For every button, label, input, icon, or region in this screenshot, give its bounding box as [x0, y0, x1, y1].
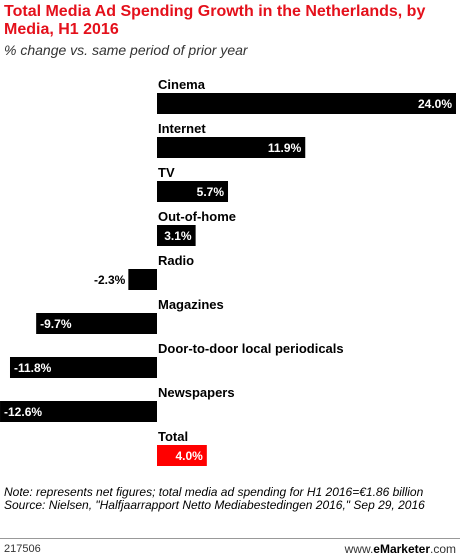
category-label-internet: Internet — [158, 121, 206, 136]
bar-internet — [157, 137, 306, 158]
category-label-newspapers: Newspapers — [158, 385, 235, 400]
category-label-out-of-home: Out-of-home — [158, 209, 236, 224]
bar-chart: Cinema 24.0% Internet 11.9% TV 5.7% Out-of-hom… — [0, 77, 456, 466]
category-label-tv: TV — [158, 165, 175, 180]
bar-door-to-door-local-periodicals — [9, 357, 157, 378]
bar-radio — [128, 269, 157, 290]
footer-divider — [0, 538, 460, 539]
bar-total — [157, 445, 207, 466]
chart-id: 217506 — [4, 543, 41, 555]
source-text: Source: Nielsen, "Halfjaarrapport Netto … — [4, 498, 425, 512]
value-label-newspapers: -12.6% — [4, 405, 42, 419]
bar-tv — [157, 181, 229, 202]
brand-name: eMarketer — [373, 542, 430, 556]
value-label-radio: -2.3% — [94, 273, 126, 287]
value-label-total: 4.0% — [175, 449, 203, 463]
value-label-tv: 5.7% — [197, 185, 225, 199]
category-label-cinema: Cinema — [158, 77, 206, 92]
bar-magazines — [36, 313, 157, 334]
bar-out-of-home — [157, 225, 196, 246]
category-label-total: Total — [158, 429, 188, 444]
brand-prefix: www. — [344, 542, 374, 556]
value-label-internet: 11.9% — [268, 141, 302, 155]
chart-notes: Note: represents net figures; total medi… — [4, 486, 456, 512]
category-label-magazines: Magazines — [158, 297, 224, 312]
category-label-door-to-door-local-periodicals: Door-to-door local periodicals — [158, 341, 344, 356]
note-text: Note: represents net figures; total medi… — [4, 485, 424, 499]
category-label-radio: Radio — [158, 253, 194, 268]
chart-subtitle: % change vs. same period of prior year — [4, 42, 248, 58]
bar-newspapers — [0, 401, 158, 422]
brand-suffix: .com — [429, 542, 456, 556]
bar-cinema — [157, 93, 456, 114]
value-label-cinema: 24.0% — [418, 97, 452, 111]
chart-title: Total Media Ad Spending Growth in the Ne… — [4, 3, 426, 38]
emarketer-logo: www.eMarketer.com — [345, 542, 456, 556]
value-label-magazines: -9.7% — [40, 317, 72, 331]
value-label-out-of-home: 3.1% — [164, 229, 192, 243]
value-label-door-to-door-local-periodicals: -11.8% — [14, 361, 52, 375]
